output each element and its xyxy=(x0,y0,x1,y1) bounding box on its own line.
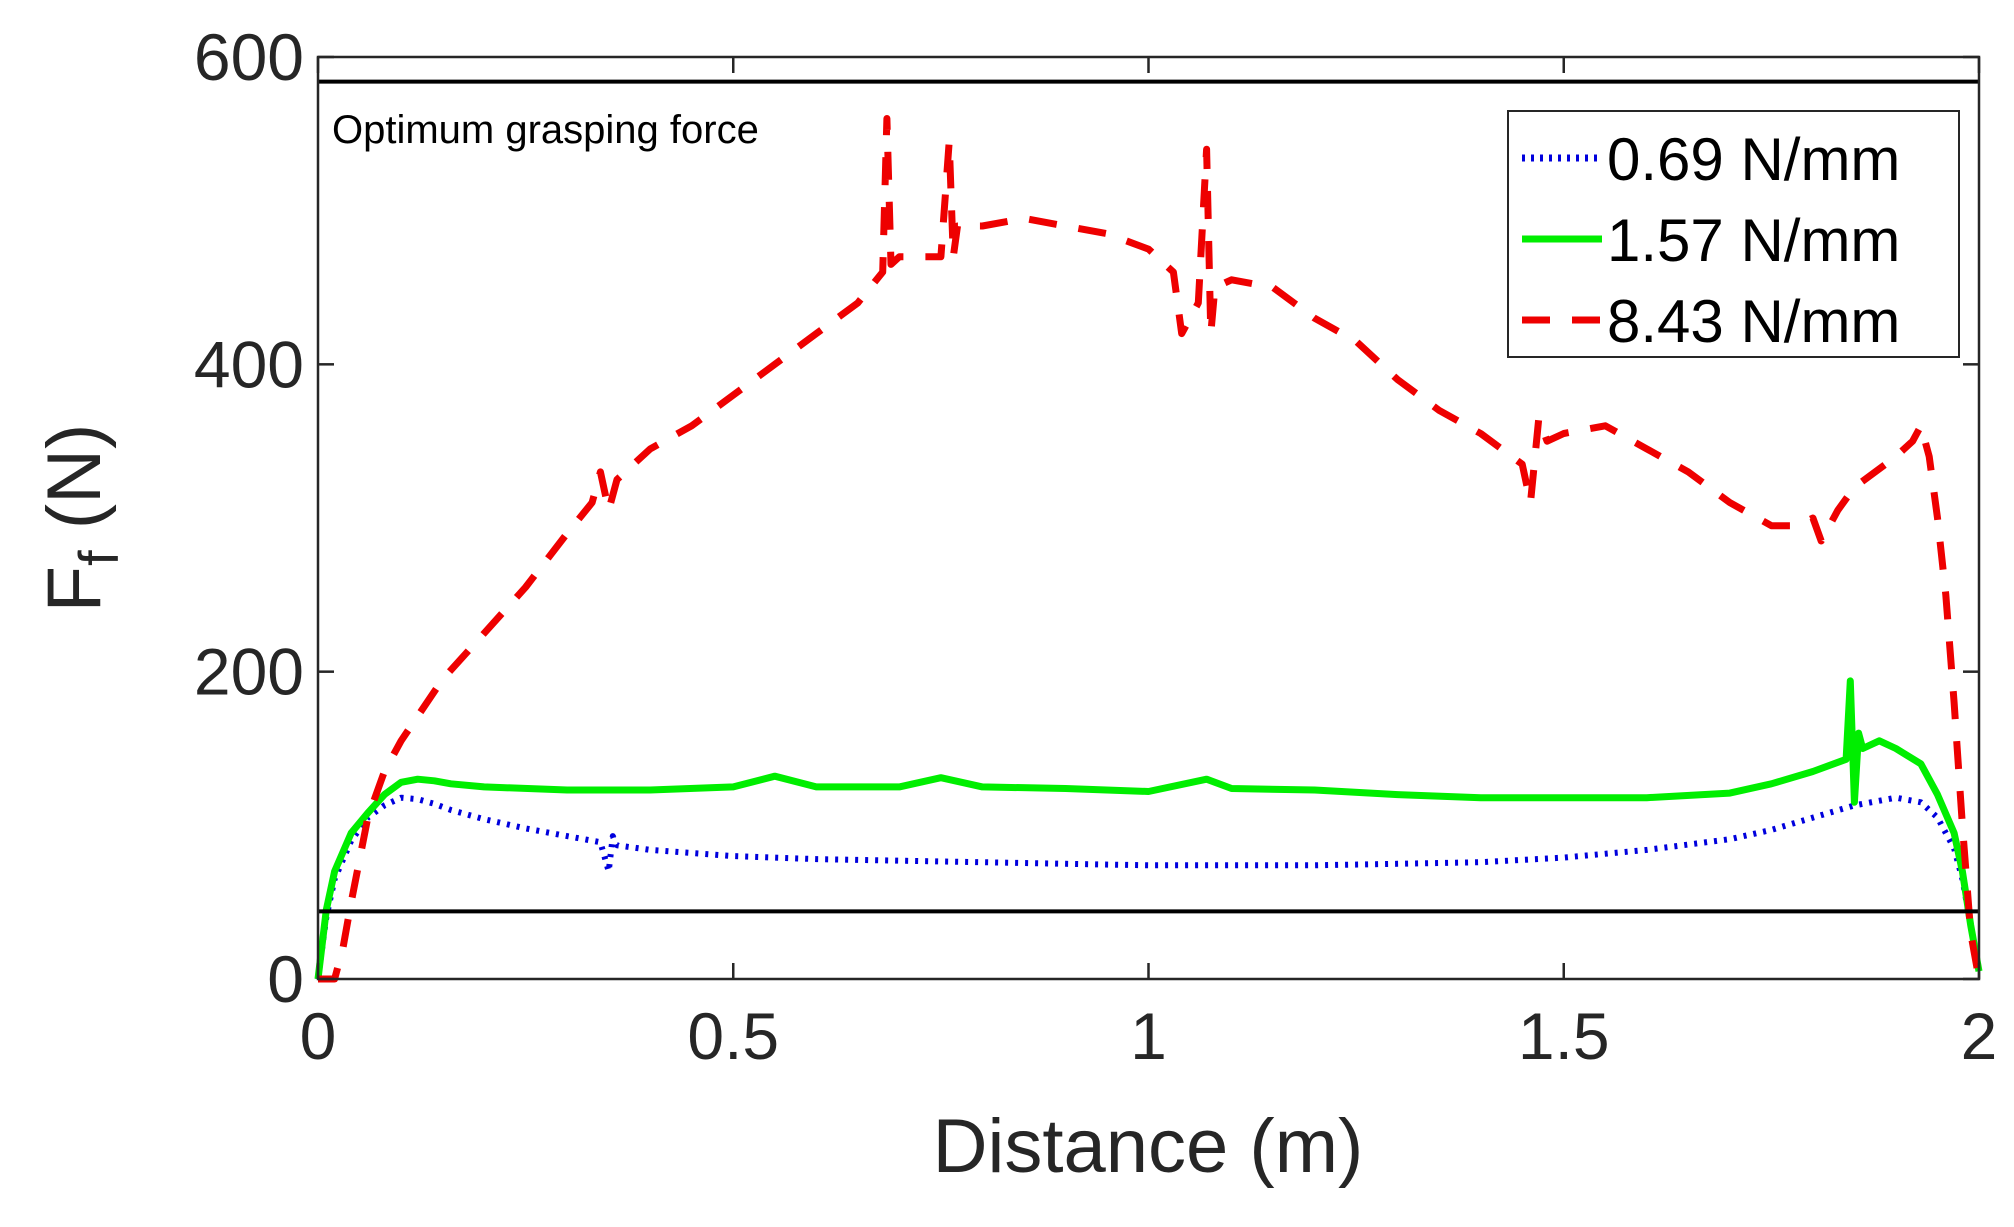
x-tick-label: 1.5 xyxy=(1518,999,1610,1073)
series-line-8-43-n-mm xyxy=(318,115,1983,983)
legend-label-1-57: 1.57 N/mm xyxy=(1607,207,1900,274)
legend-box xyxy=(1507,110,1960,358)
y-axis-title-main: F xyxy=(32,566,117,612)
y-axis-title-unit: (N) xyxy=(32,424,117,530)
x-axis-title: Distance (m) xyxy=(933,1104,1364,1189)
x-tick-label: 1 xyxy=(1130,999,1167,1073)
legend-label-8-43: 8.43 N/mm xyxy=(1607,288,1900,355)
legend-label-0-69: 0.69 N/mm xyxy=(1607,126,1900,193)
y-tick-label: 400 xyxy=(194,327,304,401)
annotation-optimum-grasping-force: Optimum grasping force xyxy=(332,108,759,152)
x-tick-label: 2 xyxy=(1961,999,1998,1073)
y-axis: 0 200 400 600 xyxy=(194,20,1979,1016)
y-tick-label: 600 xyxy=(194,20,304,94)
x-axis: 0 0.5 1 1.5 2 xyxy=(300,57,1998,1073)
svg-text:Ff (N): Ff (N) xyxy=(32,424,130,613)
x-tick-label: 0 xyxy=(300,999,337,1073)
y-axis-title-space xyxy=(32,529,117,550)
y-axis-title-sub: f xyxy=(67,550,130,566)
series-line-0-69-n-mm xyxy=(315,794,1982,980)
legend: 0.69 N/mm 1.57 N/mm 8.43 N/mm xyxy=(1507,110,1960,358)
reference-lines xyxy=(318,79,1979,914)
series-layer xyxy=(314,115,1983,983)
x-tick-label: 0.5 xyxy=(687,999,779,1073)
y-axis-title: Ff (N) xyxy=(32,424,130,613)
series-line-1-57-n-mm xyxy=(314,677,1983,980)
y-tick-label: 200 xyxy=(194,635,304,709)
y-tick-label: 0 xyxy=(267,942,304,1016)
